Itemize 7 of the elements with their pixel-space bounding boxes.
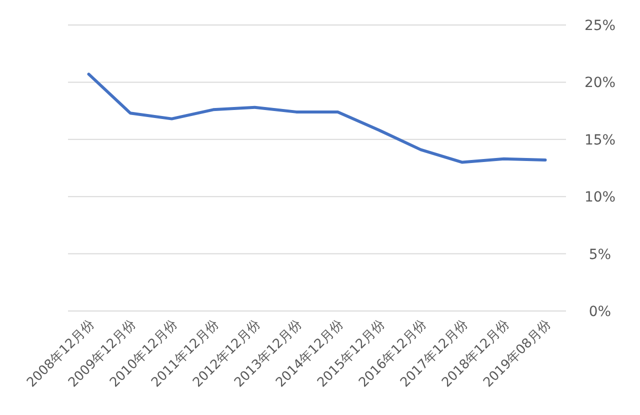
y-tick-label: 0% — [588, 304, 612, 320]
y-tick-label: 15% — [584, 132, 616, 148]
line-series — [87, 72, 547, 164]
y-tick-label: 25% — [584, 18, 616, 34]
y-tick-label: 5% — [588, 246, 612, 263]
y-tick-label: 10% — [584, 190, 616, 206]
y-tick-label: 20% — [584, 75, 616, 92]
